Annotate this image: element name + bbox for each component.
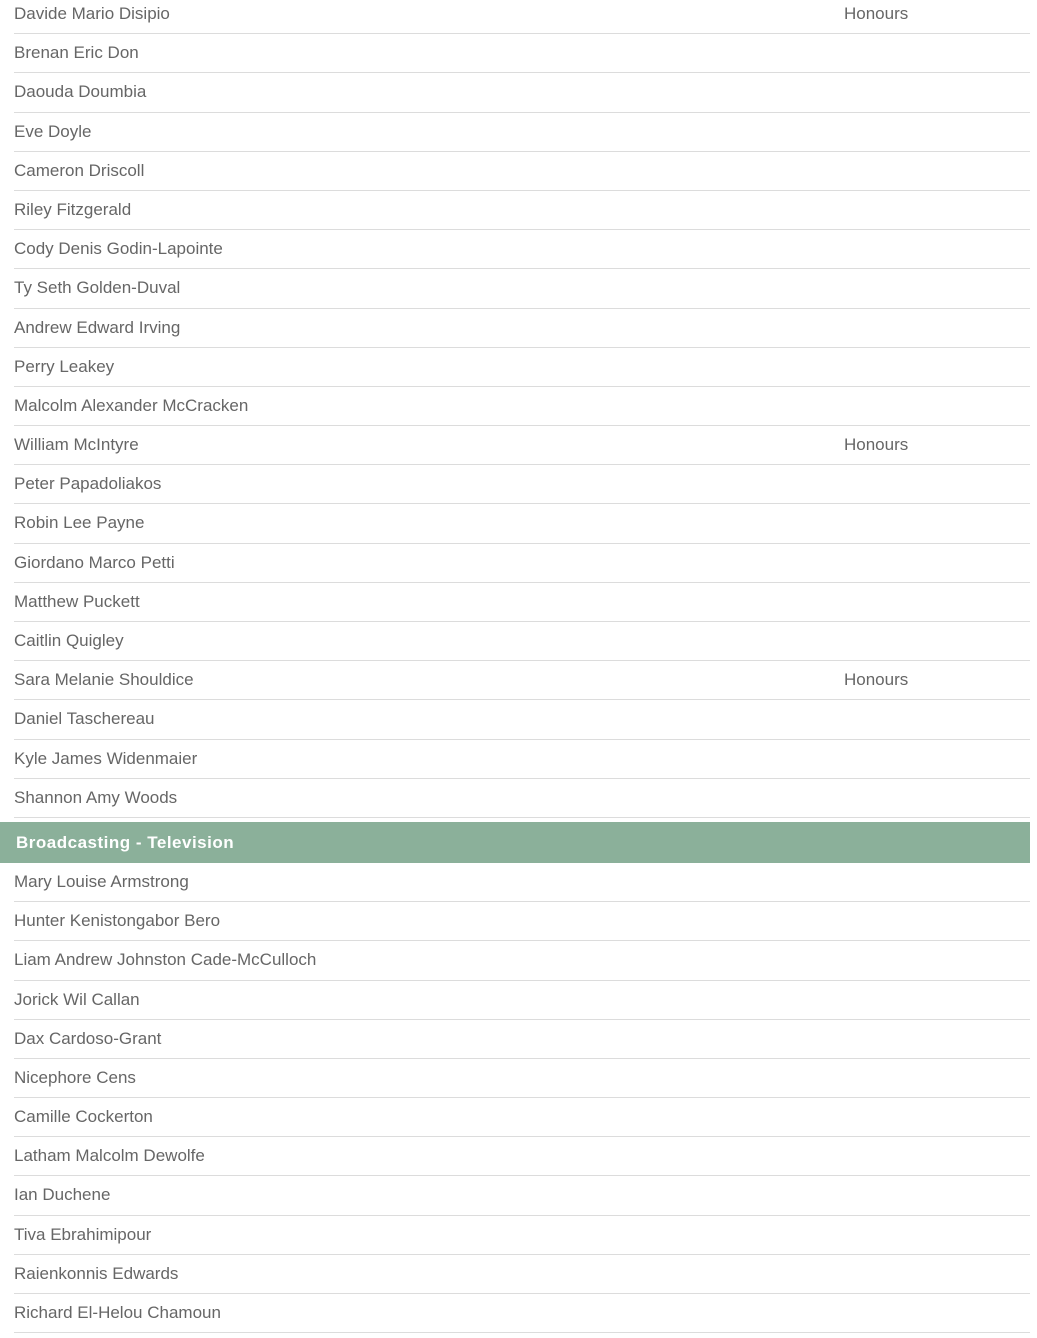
graduate-name: Jorick Wil Callan bbox=[14, 989, 140, 1009]
graduate-name: Giordano Marco Petti bbox=[14, 552, 175, 572]
list-item: Nicephore Cens bbox=[14, 1059, 1030, 1099]
list-item: Shannon Amy Woods bbox=[14, 779, 1030, 818]
list-item: Perry Leakey bbox=[14, 348, 1030, 387]
graduate-name: Kyle James Widenmaier bbox=[14, 748, 198, 768]
graduate-name: Robin Lee Payne bbox=[14, 513, 145, 533]
award-label: Honours bbox=[844, 670, 909, 690]
award-label: Honours bbox=[844, 435, 909, 455]
graduate-name: Dax Cardoso-Grant bbox=[14, 1028, 162, 1048]
list-item: Cameron Driscoll bbox=[14, 152, 1030, 191]
graduate-name: Ty Seth Golden-Duval bbox=[14, 278, 181, 298]
list-item: Latham Malcolm Dewolfe bbox=[14, 1137, 1030, 1177]
graduate-name: Camille Cockerton bbox=[14, 1107, 153, 1127]
list-item: Riley Fitzgerald bbox=[14, 191, 1030, 231]
graduate-name: Tiva Ebrahimipour bbox=[14, 1224, 152, 1244]
graduate-name: Cameron Driscoll bbox=[14, 160, 145, 180]
list-item: Jorick Wil Callan bbox=[14, 981, 1030, 1020]
graduate-name: Daouda Doumbia bbox=[14, 82, 147, 102]
graduate-name: Davide Mario Disipio bbox=[14, 4, 170, 23]
list-item: Richard El-Helou Chamoun bbox=[14, 1294, 1030, 1334]
graduate-name: Cody Denis Godin-Lapointe bbox=[14, 239, 223, 259]
graduate-name: Perry Leakey bbox=[14, 356, 115, 376]
graduate-name: William McIntyre bbox=[14, 435, 139, 455]
list-item: Robin Lee Payne bbox=[14, 504, 1030, 544]
list-item: Peter Papadoliakos bbox=[14, 465, 1030, 505]
list-item: Liam Andrew Johnston Cade-McCulloch bbox=[14, 941, 1030, 981]
graduate-name: Sara Melanie Shouldice bbox=[14, 670, 194, 690]
graduate-name: Eve Doyle bbox=[14, 121, 92, 141]
list-item: Tiva Ebrahimipour bbox=[14, 1216, 1030, 1255]
list-item: Mary Louise Armstrong bbox=[14, 863, 1030, 903]
list-item: Ty Seth Golden-Duval bbox=[14, 269, 1030, 309]
list-item: Daniel Taschereau bbox=[14, 700, 1030, 740]
graduate-name: Matthew Puckett bbox=[14, 591, 140, 611]
list-item: Hunter Kenistongabor Bero bbox=[14, 902, 1030, 942]
graduate-name: Shannon Amy Woods bbox=[14, 787, 178, 807]
graduate-name: Malcolm Alexander McCracken bbox=[14, 395, 249, 415]
list-item: William McIntyre Honours bbox=[14, 426, 1030, 466]
graduate-name: Hunter Kenistongabor Bero bbox=[14, 911, 221, 931]
section-previous-program: Davide Mario Disipio Honours Brenan Eric D… bbox=[14, 0, 1030, 818]
section-broadcasting-television: Mary Louise Armstrong Hunter Kenistongabo… bbox=[0, 863, 1037, 1334]
award-label: Honours bbox=[844, 4, 909, 23]
list-item: Daouda Doumbia bbox=[14, 73, 1030, 113]
list-item: Sara Melanie Shouldice Honours bbox=[14, 661, 1030, 701]
graduate-name: Andrew Edward Irving bbox=[14, 317, 181, 337]
list-item: Eve Doyle bbox=[14, 113, 1030, 152]
list-item: Matthew Puckett bbox=[14, 583, 1030, 622]
graduate-name: Daniel Taschereau bbox=[14, 709, 155, 729]
graduate-name: Latham Malcolm Dewolfe bbox=[14, 1146, 205, 1166]
list-item: Ian Duchene bbox=[14, 1176, 1030, 1216]
list-item: Cody Denis Godin-Lapointe bbox=[14, 230, 1030, 270]
list-item: Giordano Marco Petti bbox=[14, 544, 1030, 583]
list-item: Malcolm Alexander McCracken bbox=[14, 387, 1030, 427]
section-header: Broadcasting - Television bbox=[0, 821, 1030, 863]
list-item: Dax Cardoso-Grant bbox=[14, 1020, 1030, 1059]
list-item: Andrew Edward Irving bbox=[14, 309, 1030, 348]
graduate-name: Raienkonnis Edwards bbox=[14, 1263, 179, 1283]
list-item: Raienkonnis Edwards bbox=[14, 1255, 1030, 1294]
list-item: Brenan Eric Don bbox=[14, 34, 1030, 74]
graduate-name: Nicephore Cens bbox=[14, 1067, 136, 1087]
graduate-name: Brenan Eric Don bbox=[14, 43, 139, 63]
graduate-name: Ian Duchene bbox=[14, 1185, 111, 1205]
list-item: Kyle James Widenmaier bbox=[14, 740, 1030, 779]
list-item: Camille Cockerton bbox=[14, 1098, 1030, 1138]
graduate-name: Mary Louise Armstrong bbox=[14, 871, 189, 891]
list-item: Davide Mario Disipio Honours bbox=[14, 0, 1030, 35]
graduate-name: Richard El-Helou Chamoun bbox=[14, 1303, 221, 1322]
graduate-name: Caitlin Quigley bbox=[14, 631, 124, 650]
graduate-name: Peter Papadoliakos bbox=[14, 474, 162, 494]
graduate-name: Liam Andrew Johnston Cade-McCulloch bbox=[14, 950, 317, 970]
graduate-name: Riley Fitzgerald bbox=[14, 199, 132, 219]
list-item: Caitlin Quigley bbox=[14, 622, 1030, 662]
